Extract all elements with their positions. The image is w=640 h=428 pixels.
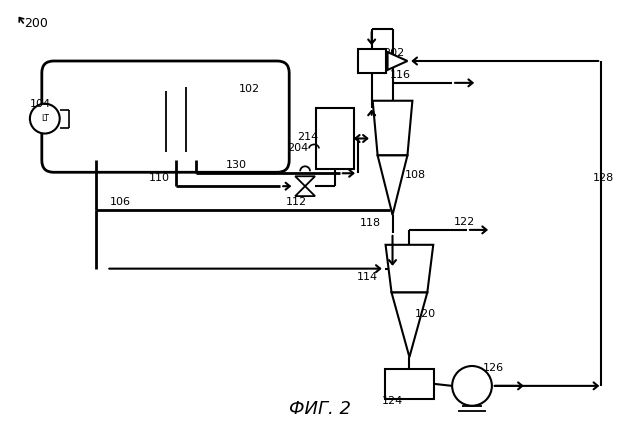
Text: 200: 200: [24, 17, 48, 30]
Polygon shape: [378, 155, 408, 215]
Text: 106: 106: [109, 197, 131, 207]
Circle shape: [452, 366, 492, 406]
Text: 112: 112: [286, 197, 307, 207]
Text: 204: 204: [287, 143, 308, 153]
Text: 130: 130: [226, 160, 246, 170]
Text: 116: 116: [390, 70, 410, 80]
Polygon shape: [385, 245, 433, 292]
Text: 128: 128: [593, 173, 614, 183]
Text: 126: 126: [483, 363, 504, 373]
Text: 102: 102: [239, 84, 260, 94]
Text: 202: 202: [383, 48, 405, 58]
Bar: [316, 108, 354, 169]
Polygon shape: [372, 101, 412, 155]
Text: 110: 110: [149, 173, 170, 183]
Circle shape: [30, 104, 60, 134]
Polygon shape: [392, 292, 428, 357]
Text: 120: 120: [414, 309, 435, 319]
Bar: [385, 369, 435, 399]
Text: 124: 124: [381, 396, 403, 406]
Text: ФИГ. 2: ФИГ. 2: [289, 400, 351, 418]
Text: 214: 214: [297, 133, 318, 143]
Bar: [358, 49, 385, 73]
Text: 104: 104: [30, 99, 51, 109]
Text: 122: 122: [454, 217, 476, 227]
Text: LT: LT: [41, 114, 49, 123]
Polygon shape: [295, 186, 315, 196]
Text: 108: 108: [404, 170, 426, 180]
Polygon shape: [388, 52, 408, 70]
FancyBboxPatch shape: [42, 61, 289, 172]
Text: 114: 114: [356, 272, 378, 282]
Polygon shape: [295, 176, 315, 186]
Text: 118: 118: [360, 218, 381, 228]
